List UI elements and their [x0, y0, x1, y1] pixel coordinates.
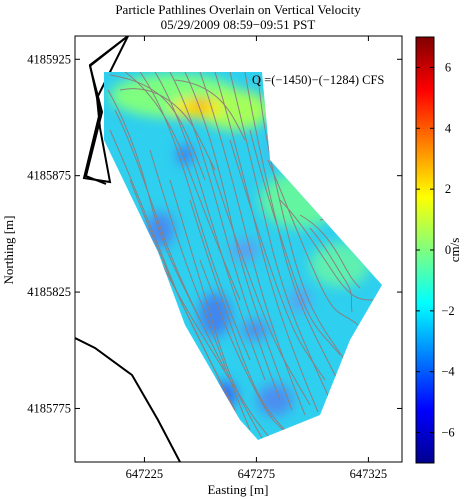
pathline	[109, 74, 206, 181]
colorbar-tick-label: 4	[445, 121, 452, 135]
colorbar-tick-label: 6	[445, 60, 451, 74]
pathline	[209, 159, 311, 406]
x-axis: 647225 647275 647325	[126, 36, 387, 481]
shoreline-upper-edge	[84, 36, 129, 185]
pathline	[279, 199, 376, 301]
pathline	[229, 139, 326, 381]
pathline	[169, 179, 263, 439]
colorbar-tick-label: 2	[445, 182, 451, 196]
pathline	[107, 89, 201, 321]
colorbar-ticks: 6 4 2 0 −2 −4 −6	[416, 60, 455, 440]
x-tick-label: 647275	[238, 467, 276, 481]
x-axis-label: Easting [m]	[207, 482, 268, 497]
field-blue-patch	[146, 212, 174, 248]
colorbar-label: cm/s	[447, 238, 462, 263]
colorbar-tick-label: 0	[445, 243, 451, 257]
field-blue-patch	[257, 384, 293, 416]
field-blue-patch	[290, 288, 310, 312]
field-green-patch	[200, 90, 270, 130]
x-tick-label: 647325	[350, 467, 388, 481]
x-tick-label: 647225	[126, 467, 164, 481]
flow-annotation: Q =(−1450)−(−1284) CFS	[252, 73, 384, 87]
shoreline-lower	[75, 337, 181, 462]
pathline	[184, 72, 293, 411]
pathline	[299, 214, 361, 289]
pathline	[189, 199, 286, 431]
pathline	[249, 129, 341, 356]
pathline	[309, 227, 353, 313]
field-orange-patch	[190, 99, 210, 109]
y-tick-label: 4185925	[27, 52, 71, 66]
pathline	[154, 72, 266, 381]
pathline	[214, 72, 319, 413]
pathline	[129, 179, 239, 419]
pathline	[244, 72, 341, 386]
pathline	[257, 74, 349, 366]
pathline	[169, 72, 281, 401]
pathline	[174, 79, 246, 141]
pathline	[199, 259, 296, 439]
pathline	[199, 72, 306, 416]
pathline	[114, 109, 226, 371]
chart-subtitle: 05/29/2009 08:59−09:51 PST	[161, 17, 316, 32]
shoreline	[75, 36, 181, 462]
pathline	[119, 88, 216, 171]
pathline	[139, 72, 251, 361]
pathline	[229, 72, 331, 401]
colorbar-tick-label: −4	[441, 365, 455, 379]
colorbar-tick-label: −6	[441, 426, 454, 440]
field-blue-patch	[231, 240, 259, 260]
y-tick-label: 4185875	[27, 169, 71, 183]
pathline	[267, 159, 359, 326]
colorbar-tick-label: −2	[441, 304, 454, 318]
y-axis: 4185775 4185825 4185875 4185925	[27, 52, 402, 415]
y-axis-label: Northing [m]	[1, 216, 16, 285]
y-tick-label: 4185775	[27, 401, 71, 415]
y-tick-label: 4185825	[27, 285, 71, 299]
chart-title: Particle Pathlines Overlain on Vertical …	[115, 2, 361, 17]
